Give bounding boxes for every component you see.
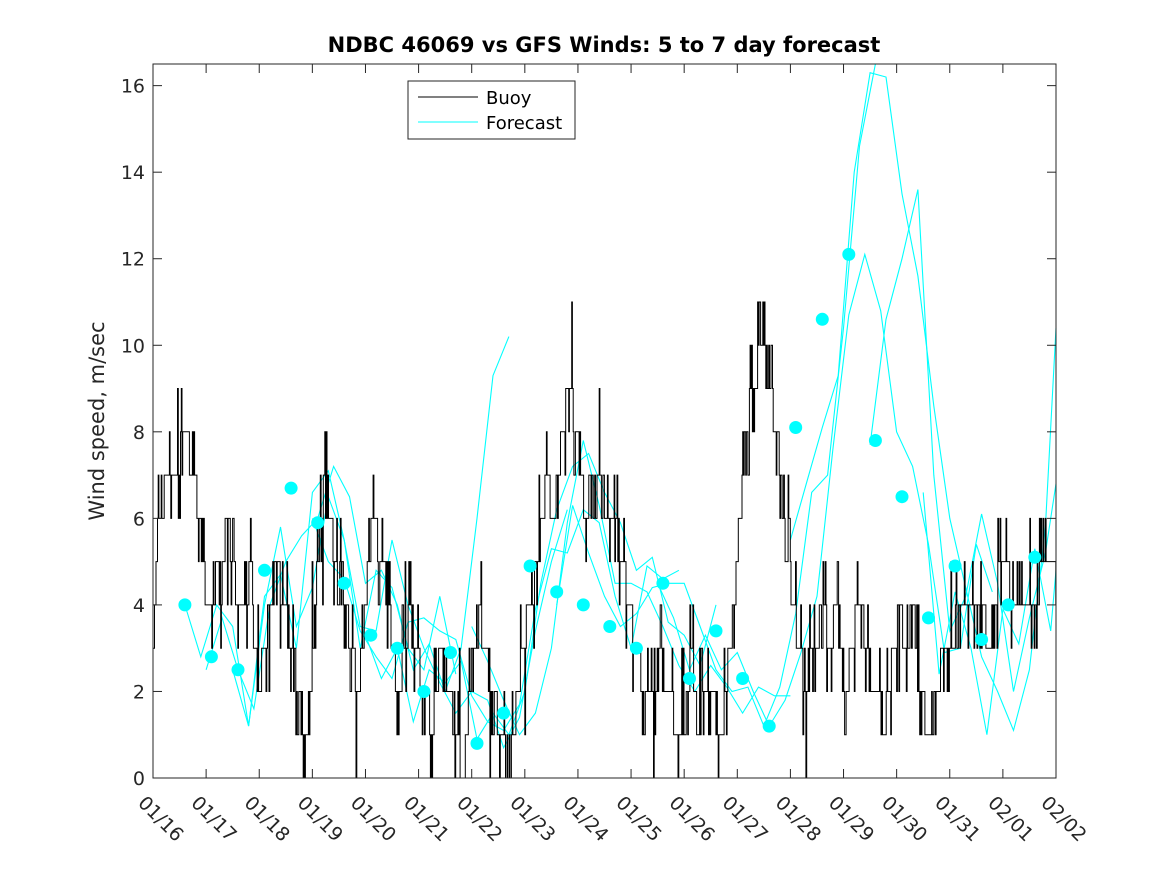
forecast-line-3 (232, 494, 568, 750)
forecast-line-7 (556, 63, 876, 728)
forecast-line-10 (869, 189, 1057, 692)
legend-box (407, 80, 576, 140)
buoy-line (153, 301, 1057, 779)
forecast-point (470, 736, 484, 750)
y-tick-label: 2 (133, 681, 145, 703)
y-tick-label: 8 (133, 422, 145, 444)
plot-area (153, 64, 1056, 778)
forecast-point (390, 641, 404, 655)
forecast-point (868, 434, 882, 447)
forecast-point (603, 620, 617, 633)
axes-layer (152, 63, 1057, 779)
forecast-point (258, 563, 271, 577)
forecast-point (629, 641, 643, 655)
legend-forecast-label: Forecast (486, 113, 562, 134)
forecast-point (444, 646, 457, 659)
forecast-point (815, 312, 829, 326)
forecast-point (576, 598, 590, 612)
forecast-line-8 (657, 252, 993, 728)
forecast-point (364, 628, 378, 642)
axes-background (153, 64, 1056, 778)
y-tick-label: 10 (121, 335, 145, 357)
forecast-point (1028, 550, 1042, 564)
forecast-point (842, 247, 856, 261)
y-axis-label: Wind speed, m/sec (85, 321, 109, 520)
forecast-point (417, 685, 431, 698)
forecast-point (311, 516, 325, 530)
forecast-point (895, 490, 909, 504)
forecast-line-4 (311, 508, 680, 732)
forecast-point (709, 624, 723, 638)
chart-title: NDBC 46069 vs GFS Winds: 5 to 7 day fore… (328, 33, 881, 57)
forecast-point (204, 650, 218, 664)
forecast-point (1001, 598, 1015, 612)
y-tick-label: 12 (121, 249, 145, 271)
forecast-point (683, 672, 696, 685)
forecast-line-11 (922, 492, 1057, 735)
y-tick-label: 6 (133, 508, 145, 530)
forecast-point (337, 576, 351, 590)
series-layer (153, 63, 1057, 779)
forecast-point (178, 598, 192, 612)
y-tick-label: 4 (133, 595, 145, 617)
forecast-point (231, 663, 245, 677)
forecast-point (497, 706, 511, 720)
forecast-point (789, 421, 803, 434)
legend: Buoy Forecast (407, 80, 576, 140)
forecast-point (736, 672, 750, 685)
y-tick-label: 14 (121, 162, 145, 184)
forecast-point (948, 559, 962, 573)
y-tick-label: 0 (133, 768, 145, 790)
forecast-line-2 (205, 336, 510, 711)
legend-buoy-label: Buoy (486, 88, 532, 109)
forecast-point (523, 559, 537, 573)
forecast-point (922, 611, 935, 625)
forecast-point (550, 585, 564, 599)
forecast-point (284, 481, 298, 495)
axes-box (152, 63, 1057, 779)
forecast-point (975, 633, 989, 646)
forecast-point (656, 576, 670, 590)
forecast-point (762, 719, 776, 733)
y-tick-label: 16 (121, 76, 145, 98)
